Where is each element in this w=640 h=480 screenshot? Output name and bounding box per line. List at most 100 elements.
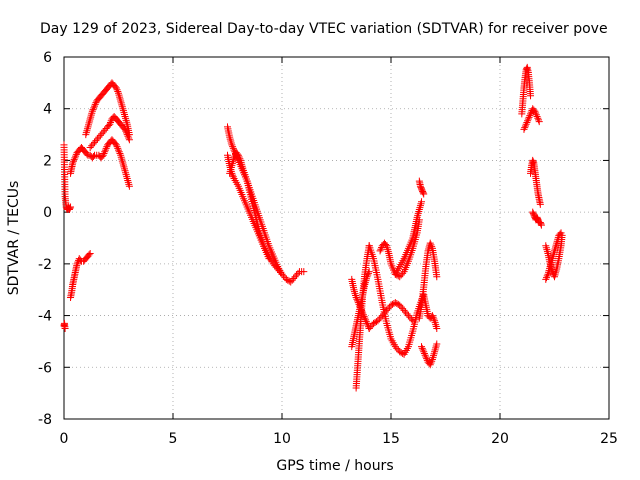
data-point	[61, 325, 69, 332]
data-point	[531, 107, 539, 115]
data-point	[122, 127, 130, 135]
data-point	[113, 143, 121, 151]
data-point	[430, 350, 438, 358]
data-point	[98, 153, 106, 161]
data-point	[124, 132, 132, 140]
data-point	[394, 272, 402, 280]
data-point	[120, 109, 128, 117]
y-axis-label: SDTVAR / TECUs	[6, 181, 22, 296]
data-point	[534, 114, 542, 122]
data-point	[122, 129, 130, 137]
data-point	[89, 106, 97, 114]
data-point	[102, 144, 110, 152]
x-tick-label: 5	[169, 431, 178, 447]
data-point	[101, 148, 109, 156]
data-point	[383, 306, 391, 314]
data-point	[83, 127, 91, 135]
data-point	[230, 154, 238, 162]
data-point	[432, 321, 440, 329]
x-tick-labels: 0 5 10 15 20 25	[60, 431, 618, 447]
data-point	[404, 312, 412, 320]
data-point	[430, 315, 438, 323]
data-point	[92, 137, 100, 145]
series-arc-25	[542, 231, 566, 281]
data-point	[123, 175, 131, 183]
data-point	[432, 323, 440, 331]
data-point	[400, 306, 408, 314]
series-arc-14	[365, 299, 417, 332]
data-point	[121, 167, 129, 175]
data-point	[397, 271, 405, 279]
series-arc-18	[418, 340, 441, 369]
data-point	[426, 239, 434, 247]
data-point	[428, 243, 436, 251]
data-point	[288, 276, 296, 284]
data-point	[88, 142, 96, 150]
data-point	[352, 293, 360, 301]
data-point	[393, 300, 401, 308]
data-point	[536, 200, 544, 208]
data-point	[382, 240, 390, 248]
data-point	[374, 317, 382, 325]
data-point	[353, 295, 361, 303]
data-point	[420, 190, 428, 198]
data-point	[529, 158, 537, 166]
data-point	[524, 117, 532, 125]
data-point	[402, 308, 410, 316]
data-point	[122, 116, 130, 124]
data-point	[363, 319, 371, 327]
data-point	[361, 314, 369, 322]
data-point	[85, 121, 93, 129]
data-point	[112, 141, 120, 149]
data-point	[291, 273, 299, 281]
data-point	[113, 86, 121, 94]
data-point	[279, 272, 287, 280]
data-point	[73, 260, 81, 268]
data-point	[551, 245, 559, 253]
data-point	[522, 120, 530, 128]
data-point	[391, 299, 399, 307]
data-point	[359, 309, 367, 317]
data-point	[229, 143, 237, 151]
series-arc-12	[348, 275, 373, 332]
data-point	[87, 113, 95, 121]
series-arc-7	[224, 123, 308, 286]
data-point	[543, 246, 551, 254]
data-point	[417, 200, 425, 208]
data-point	[530, 106, 538, 114]
data-point	[418, 343, 426, 351]
data-point	[119, 161, 127, 169]
series-arc-4	[67, 136, 133, 190]
data-point	[105, 122, 113, 130]
x-tick-label: 0	[60, 431, 69, 447]
data-point	[287, 278, 295, 286]
data-point	[418, 198, 426, 206]
data-point	[415, 207, 423, 215]
data-point	[125, 180, 133, 188]
data-point	[122, 114, 130, 122]
data-point	[427, 359, 435, 367]
data-point	[365, 325, 373, 332]
data-points	[60, 63, 566, 392]
series-arc-2	[60, 141, 75, 214]
data-point	[428, 312, 436, 320]
data-point	[115, 146, 122, 154]
data-point	[391, 343, 399, 351]
data-point	[71, 154, 79, 162]
data-point	[427, 241, 435, 249]
data-point	[229, 144, 237, 152]
series-arc-9	[226, 149, 273, 263]
data-point	[356, 304, 364, 312]
data-point	[118, 101, 126, 109]
data-point	[432, 344, 440, 352]
data-point	[122, 171, 130, 179]
data-point	[375, 315, 383, 323]
data-point	[70, 156, 78, 164]
data-point	[83, 125, 91, 133]
data-point	[557, 229, 565, 237]
x-tick-label: 15	[382, 431, 400, 447]
data-point	[370, 319, 378, 327]
data-point	[85, 119, 93, 127]
data-point	[69, 159, 77, 167]
x-tick-label: 25	[600, 431, 618, 447]
